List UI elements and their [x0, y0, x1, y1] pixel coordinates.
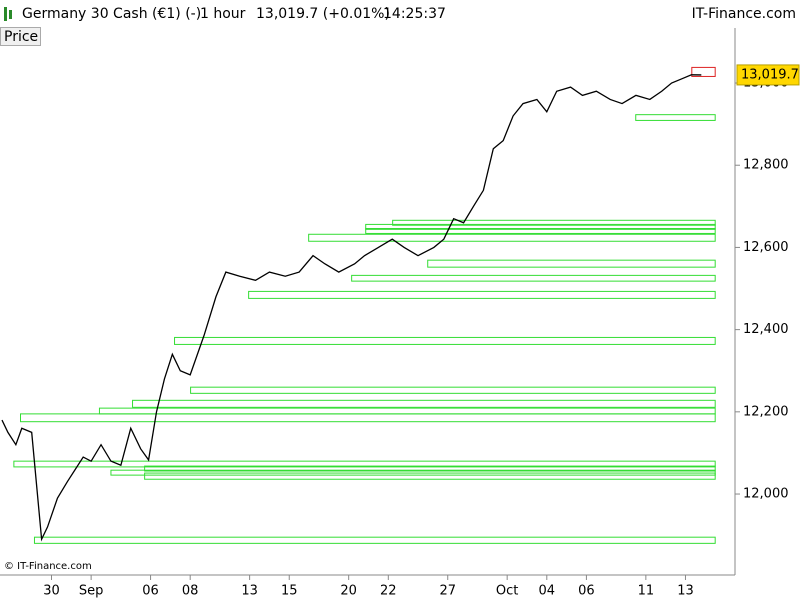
zone: [351, 274, 716, 282]
last-price-tag: [736, 64, 800, 86]
plot-area: [1, 66, 716, 544]
x-tick-label: 15: [281, 584, 298, 599]
time: 14:25:37: [383, 6, 446, 22]
zone: [308, 233, 716, 242]
x-tick-label: 11: [638, 584, 655, 599]
zone: [174, 336, 716, 345]
quote: 13,019.7 (+0.01%): [256, 6, 390, 22]
price-line: [1, 74, 702, 542]
price-button[interactable]: [0, 27, 41, 46]
timeframe: 1 hour: [200, 6, 246, 22]
copyright: © IT-Finance.com: [4, 561, 92, 572]
zone: [132, 399, 716, 408]
price-button-label[interactable]: Price: [4, 29, 38, 45]
last-price-label: 13,019.7: [741, 67, 799, 82]
x-tick-label: 13: [677, 584, 694, 599]
x-tick-label: Sep: [79, 584, 104, 599]
zone: [248, 290, 716, 299]
icon: [4, 7, 7, 21]
y-tick-label: 12,800: [743, 158, 789, 173]
x-tick-label: 20: [340, 584, 357, 599]
x-tick-label: 30: [43, 584, 60, 599]
zone: [33, 536, 716, 544]
zone: [365, 223, 716, 230]
zone: [635, 114, 716, 121]
x-tick-label: 06: [578, 584, 595, 599]
y-tick-label: 12,600: [743, 240, 789, 255]
zone: [144, 472, 716, 480]
y-tick-label: 12,000: [743, 487, 789, 502]
instrument: Germany 30 Cash (€1) (-): [22, 6, 201, 22]
brand: IT-Finance.com: [692, 6, 796, 22]
x-tick-label: Oct: [496, 584, 518, 599]
x-tick-label: 13: [241, 584, 258, 599]
zone: [392, 219, 716, 226]
x-tick-label: 27: [439, 584, 456, 599]
x-tick-label: 06: [142, 584, 159, 599]
y-tick-label: 12,400: [743, 322, 789, 337]
zone: [13, 460, 716, 468]
x-tick-label: 22: [380, 584, 397, 599]
y-tick-label: 12,200: [743, 404, 789, 419]
zone: [190, 386, 716, 394]
zone: [365, 228, 716, 234]
zone: [144, 465, 716, 472]
x-tick-label: 04: [539, 584, 556, 599]
x-tick-label: 08: [182, 584, 199, 599]
zone: [427, 259, 716, 268]
zone: [98, 407, 716, 415]
zone: [691, 66, 716, 77]
icon: [9, 10, 12, 19]
header-bar: [0, 0, 800, 27]
